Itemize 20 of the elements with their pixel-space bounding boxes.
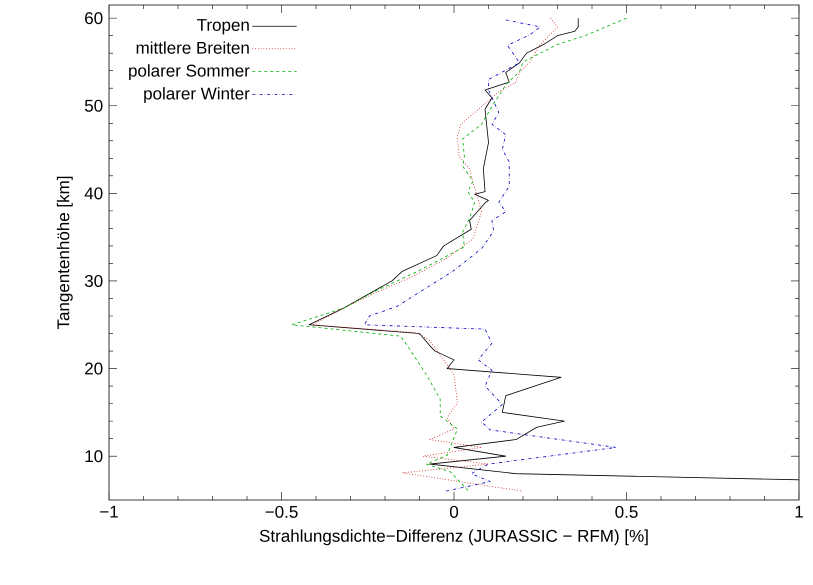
x-axis-title: Strahlungsdichte−Differenz (JURASSIC − RFM) [%]: [260, 529, 648, 546]
y-tick-label: 40: [84, 187, 102, 200]
x-tick-label: 0.5: [615, 506, 638, 518]
legend-label: mittlere Breiten: [136, 41, 249, 54]
x-tick-label: −0.5: [266, 506, 298, 518]
line-series: [291, 18, 627, 491]
line-series: [312, 18, 558, 492]
legend-label: Tropen: [197, 19, 249, 34]
x-tick-label: −1: [100, 506, 118, 518]
y-tick-label: 10: [86, 450, 102, 462]
line-series: [364, 19, 617, 492]
y-tick-label: 60: [85, 12, 102, 24]
y-tick-label: 20: [85, 362, 102, 375]
x-tick-label: 1: [796, 506, 803, 518]
y-tick-label: 50: [84, 100, 102, 112]
y-tick-label: 30: [84, 274, 102, 287]
legend-label: polarer Sommer: [129, 64, 250, 80]
y-axis-title: Tangentenhöhe [km]: [56, 176, 73, 330]
legend-label: polarer Winter: [144, 87, 250, 103]
x-tick-label: 0: [450, 506, 458, 518]
